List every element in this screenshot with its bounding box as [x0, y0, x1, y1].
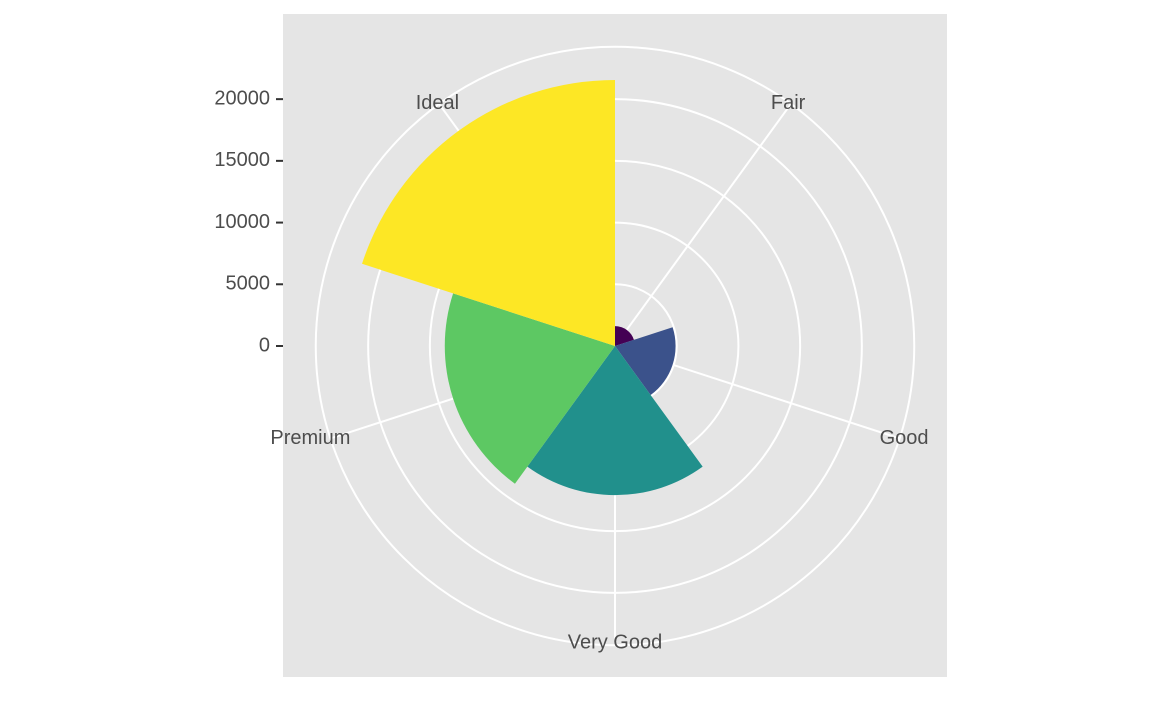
category-label: Ideal [416, 92, 459, 114]
category-label: Fair [771, 92, 806, 114]
category-label: Good [880, 427, 929, 449]
y-tick-label: 10000 [214, 211, 270, 233]
wedge [527, 346, 703, 496]
y-tick-label: 0 [259, 334, 270, 356]
wedge [362, 80, 615, 346]
category-label: Very Good [568, 632, 663, 654]
wedge [615, 326, 634, 346]
y-tick-label: 15000 [214, 149, 270, 171]
wedge [615, 327, 676, 395]
spoke [614, 103, 792, 347]
y-tick-label: 5000 [226, 273, 271, 295]
y-tick-label: 20000 [214, 87, 270, 109]
wedge [444, 293, 615, 484]
category-label: Premium [270, 427, 350, 449]
